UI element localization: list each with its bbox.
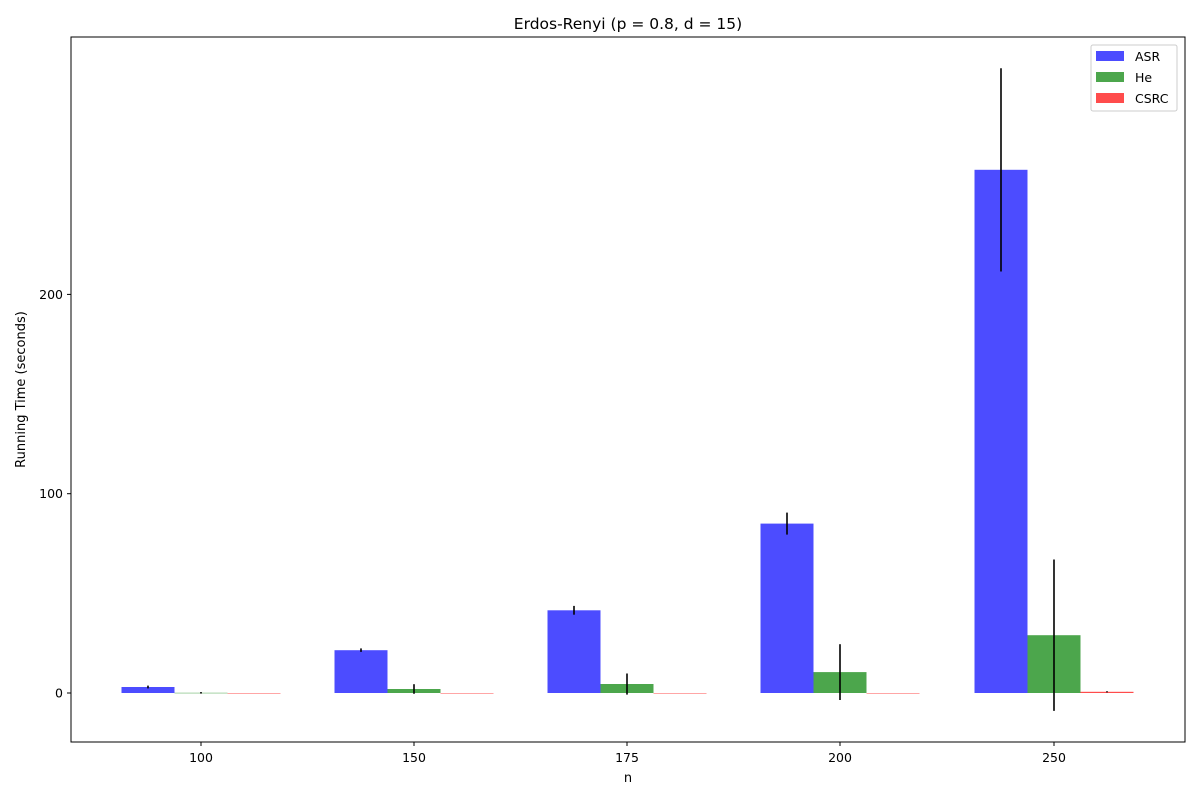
legend-label-he: He	[1135, 70, 1152, 85]
legend: ASR He CSRC	[1090, 44, 1178, 112]
error-bars-layer	[147, 68, 1108, 711]
legend-swatch-he	[1096, 72, 1124, 82]
chart-title: Erdos-Renyi (p = 0.8, d = 15)	[514, 15, 742, 33]
bar-csrc-100	[227, 693, 281, 694]
bar-csrc-175	[653, 693, 707, 694]
y-tick-label-200: 200	[39, 287, 63, 302]
legend-swatch-csrc	[1096, 93, 1124, 103]
bar-asr-100	[121, 687, 175, 693]
bars-layer	[121, 169, 1134, 694]
legend-swatch-asr	[1096, 51, 1124, 61]
bar-asr-150	[334, 650, 388, 693]
y-axis-ticks: 0 100 200	[39, 287, 71, 701]
x-tick-label-100: 100	[189, 750, 213, 765]
y-tick-label-0: 0	[55, 686, 63, 701]
bar-asr-175	[547, 610, 601, 693]
x-tick-label-175: 175	[615, 750, 639, 765]
plot-frame	[70, 36, 1186, 743]
y-axis-label: Running Time (seconds)	[14, 311, 29, 468]
bar-csrc-200	[866, 693, 920, 694]
x-axis-label: n	[624, 771, 632, 786]
bar-csrc-150	[440, 693, 494, 694]
x-tick-label-250: 250	[1042, 750, 1066, 765]
x-tick-label-200: 200	[828, 750, 852, 765]
x-axis-ticks: 100 150 175 200 250	[189, 742, 1066, 765]
legend-label-asr: ASR	[1135, 49, 1160, 64]
x-tick-label-150: 150	[402, 750, 426, 765]
y-tick-label-100: 100	[39, 486, 63, 501]
bar-asr-200	[760, 523, 814, 693]
legend-label-csrc: CSRC	[1135, 91, 1169, 106]
